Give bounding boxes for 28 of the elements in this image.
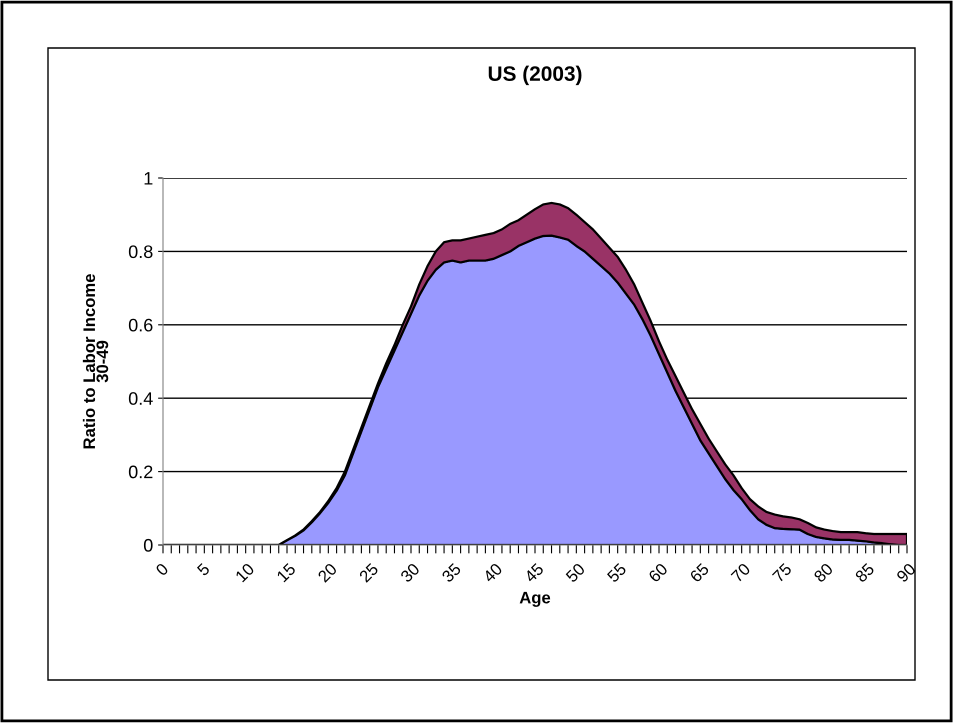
x-tick-label: 35 [441,562,462,583]
x-tick-label: 5 [196,562,210,576]
x-tick-label: 55 [606,562,627,583]
y-tick-label: 0.2 [128,466,152,478]
x-tick-label: 30 [400,562,420,583]
x-axis-title: Age [520,592,550,607]
y-tick-label: 0 [144,538,153,552]
x-tick-label: 25 [358,562,379,583]
y-tick-label: 0.8 [128,245,152,258]
y-tick-label: 0.6 [128,318,152,332]
x-tick-label: 65 [689,562,710,583]
x-tick-label: 70 [730,562,751,583]
y-axis-title: Ratio to Labor Income 30-49 [82,274,108,448]
x-tick-label: 85 [854,562,875,583]
x-tick-label: 60 [648,562,668,583]
x-tick-label: 10 [234,562,255,583]
y-tick-label: 1 [144,172,152,185]
x-tick-label: 0 [155,562,169,576]
x-tick-label: 45 [524,562,544,584]
x-tick-label: 40 [482,562,503,584]
x-tick-label: 20 [317,562,338,583]
y-tick-label: 0.4 [128,392,153,405]
x-tick-label: 80 [813,562,834,583]
chart-title: US (2003) [488,66,582,86]
x-tick-label: 90 [896,562,916,583]
x-tick-label: 75 [772,562,792,583]
x-tick-label: 50 [565,562,586,583]
x-tick-label: 15 [276,562,296,583]
